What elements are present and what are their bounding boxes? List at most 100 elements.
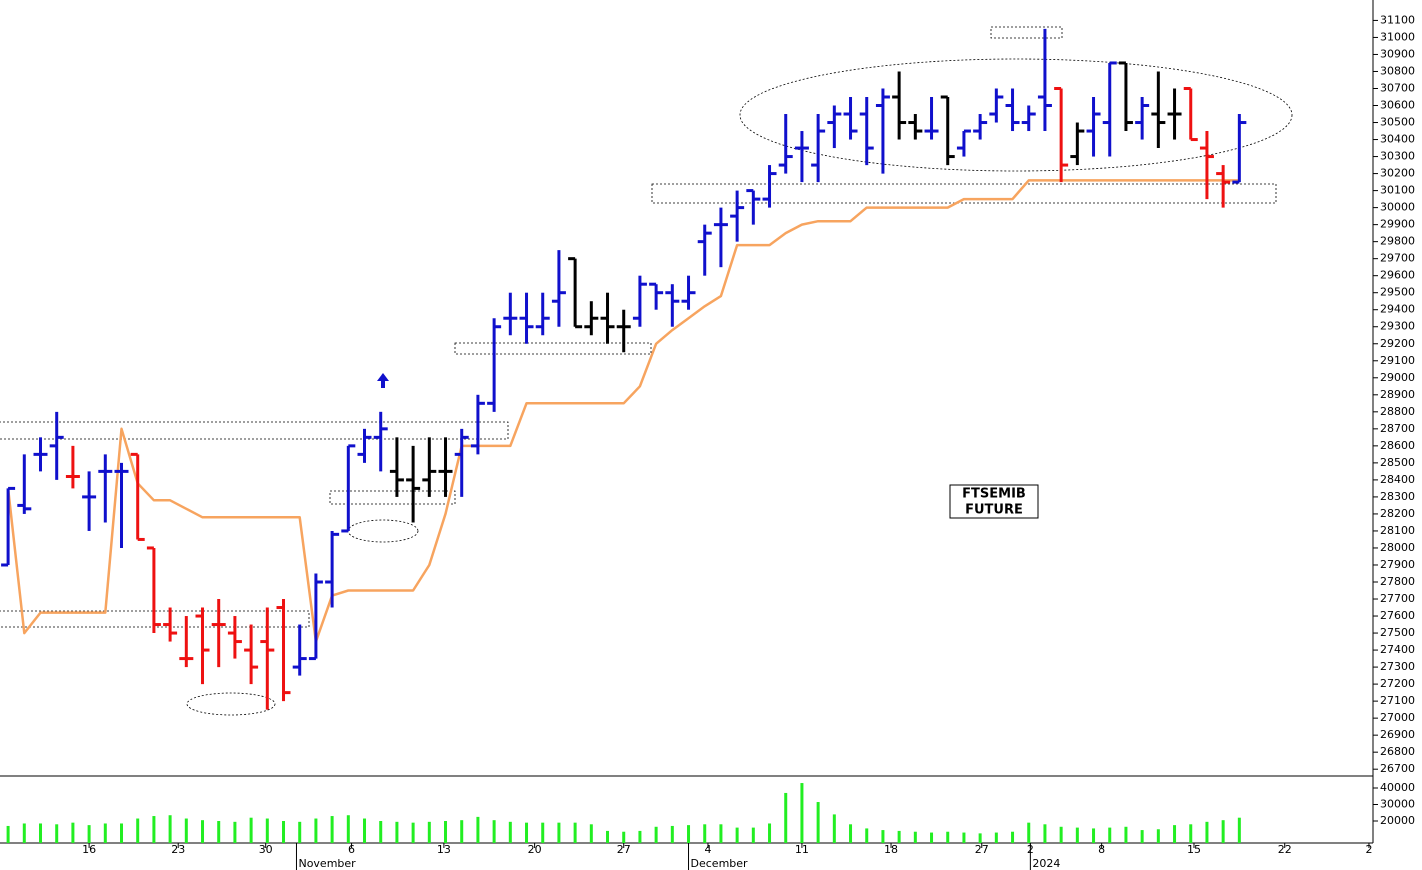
ohlc-bar xyxy=(713,207,728,268)
ohlc-bar xyxy=(65,445,80,489)
volume-bar xyxy=(444,821,448,843)
volume-bar xyxy=(881,830,885,843)
y-tick-label: 28600 xyxy=(1380,439,1415,452)
volume-bar xyxy=(492,820,496,843)
volume-bar xyxy=(1189,824,1193,843)
volume-bar xyxy=(589,824,593,843)
volume-bar xyxy=(346,815,350,843)
y-tick-label: 30400 xyxy=(1380,133,1415,146)
volume-bar xyxy=(1027,822,1031,843)
y-tick-label: 29200 xyxy=(1380,337,1415,350)
ohlc-bar xyxy=(908,114,923,140)
y-tick-label: 31100 xyxy=(1380,13,1415,26)
ohlc-bar xyxy=(406,445,421,523)
volume-bar xyxy=(460,820,464,843)
y-tick-label: 29500 xyxy=(1380,286,1415,299)
x-tick-label: 13 xyxy=(437,843,451,856)
ohlc-bar xyxy=(794,131,809,183)
ohlc-bar xyxy=(519,292,534,344)
y-tick-label: 28900 xyxy=(1380,388,1415,401)
ohlc-bar xyxy=(33,437,48,472)
volume-bar xyxy=(913,831,917,843)
volume-bar xyxy=(282,821,286,843)
ohlc-bar xyxy=(503,292,518,336)
y-tick-label: 26900 xyxy=(1380,728,1415,741)
volume-bar xyxy=(930,832,934,843)
ohlc-bar xyxy=(114,462,129,548)
y-tick-label: 27100 xyxy=(1380,694,1415,707)
volume-bar xyxy=(719,824,723,843)
ohlc-bar xyxy=(632,275,647,327)
ohlc-bar xyxy=(1118,61,1133,132)
y-tick-label: 30100 xyxy=(1380,184,1415,197)
volume-bar xyxy=(1205,821,1209,843)
ohlc-bar xyxy=(308,573,323,661)
volume-bar xyxy=(411,822,415,843)
ohlc-bar xyxy=(438,437,453,497)
ohlc-bar xyxy=(163,607,178,642)
volume-bar xyxy=(622,831,626,843)
ohlc-bar xyxy=(649,282,664,310)
y-tick-label: 30200 xyxy=(1380,167,1415,180)
volume-bar xyxy=(670,825,674,843)
ohlc-bar xyxy=(179,616,194,668)
volume-bar xyxy=(849,824,853,843)
ohlc-bar xyxy=(1070,122,1085,166)
volume-bar xyxy=(184,818,188,843)
ohlc-bar xyxy=(616,309,631,353)
ohlc-bar xyxy=(244,624,259,685)
ohlc-bar xyxy=(1021,105,1036,132)
ohlc-bar xyxy=(535,292,550,336)
volume-bar xyxy=(1092,828,1096,843)
volume-bar xyxy=(541,822,545,843)
volume-bar xyxy=(265,818,269,843)
y-tick-label: 26700 xyxy=(1380,762,1415,775)
volume-bar xyxy=(22,823,26,843)
volume-bar xyxy=(136,818,140,843)
ohlc-bar xyxy=(956,129,971,157)
y-tick-label: 28500 xyxy=(1380,456,1415,469)
volume-bar xyxy=(103,823,107,843)
volume-bar xyxy=(71,822,75,843)
volume-bar xyxy=(233,821,237,843)
volume-bar xyxy=(962,832,966,843)
ohlc-bar xyxy=(98,454,113,523)
x-tick-label: 27 xyxy=(617,843,631,856)
volume-bar xyxy=(249,817,253,843)
volume-tick-label: 40000 xyxy=(1380,781,1415,794)
volume-bar xyxy=(573,822,577,843)
ohlc-bar xyxy=(1054,86,1069,183)
arrow xyxy=(377,373,389,388)
y-tick-label: 30800 xyxy=(1380,64,1415,77)
volume-tick-label: 30000 xyxy=(1380,797,1415,810)
ohlc-bar xyxy=(470,394,485,455)
ohlc-bar xyxy=(389,437,404,497)
x-tick-label: 18 xyxy=(884,843,898,856)
y-tick-label: 30000 xyxy=(1380,201,1415,214)
volume-bar xyxy=(606,830,610,843)
y-tick-label: 29900 xyxy=(1380,218,1415,231)
volume-bar xyxy=(768,823,772,843)
y-tick-label: 30300 xyxy=(1380,150,1415,163)
volume-bar xyxy=(1156,829,1160,843)
ohlc-bar xyxy=(940,95,955,166)
y-tick-label: 27700 xyxy=(1380,592,1415,605)
ohlc-bar xyxy=(276,599,291,702)
ohlc-bar xyxy=(568,257,583,329)
volume-bar xyxy=(832,814,836,843)
ohlc-bar xyxy=(195,607,210,685)
volume-bar xyxy=(525,822,529,843)
volume-bar xyxy=(978,833,982,843)
annotations: FTSEMIB FUTURE xyxy=(0,26,1293,716)
month-label: 2024 xyxy=(1032,857,1060,870)
ohlc-bar xyxy=(1,486,16,567)
x-tick-label: 11 xyxy=(795,843,809,856)
ohlc-bar xyxy=(454,428,469,497)
volume-bar xyxy=(1173,825,1177,843)
volume-bar xyxy=(703,824,707,843)
y-tick-label: 29300 xyxy=(1380,320,1415,333)
zone-box xyxy=(454,342,652,355)
y-tick-label: 27200 xyxy=(1380,677,1415,690)
ohlc-bar xyxy=(600,292,615,344)
